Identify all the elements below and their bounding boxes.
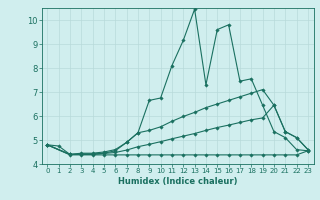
X-axis label: Humidex (Indice chaleur): Humidex (Indice chaleur) [118,177,237,186]
